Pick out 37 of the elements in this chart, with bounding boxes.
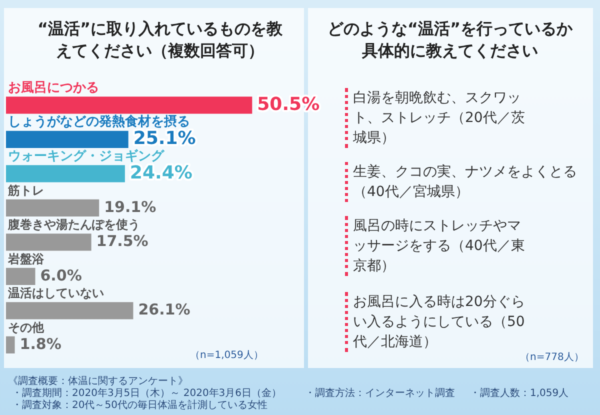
data-label: 24.4% (130, 162, 192, 184)
text: ・調査方法：インターネット調査 (305, 388, 455, 400)
text: 白湯を朝晩飲む、スクワット、ストレッチ（20代／茨城県） (345, 88, 528, 148)
bar (6, 234, 92, 251)
bar (6, 96, 252, 114)
chart-title: “温活”に取り入れているものを教えてください（複数回答可） (36, 18, 284, 62)
text: お風呂に入る時は20分ぐらい入るようにしている（50代／北海道） (345, 292, 528, 352)
y-tick-label: 温活はしていない (7, 286, 104, 300)
data-label: 50.5% (257, 94, 320, 115)
text: 《調査概要：体温に関するアンケート》 (8, 376, 188, 388)
y-tick-label: 岩盤浴 (7, 252, 45, 266)
y-tick-label: 腹巻きや湯たんぽを使う (7, 218, 140, 232)
y-tick-label: 筋トレ (7, 183, 44, 198)
data-label: 26.1% (138, 300, 190, 319)
text: ・調査期間：2020年3月5日（木）～ 2020年3月6日（金） (12, 388, 282, 400)
bar (6, 336, 15, 354)
text: 生姜、クコの実、ナツメをよくとる（40代／宮城県） (345, 162, 588, 202)
data-label: 6.0% (40, 266, 82, 284)
text: ・調査人数：1,059人 (470, 388, 569, 400)
bar (6, 268, 36, 285)
bar (6, 165, 125, 182)
data-label: 25.1% (133, 128, 196, 150)
y-tick-label: お風呂につかる (8, 80, 99, 96)
data-label: 1.8% (20, 334, 62, 353)
y-tick-label: しょうがなどの発熱食材を摂る (8, 114, 190, 130)
text: 風呂の時にストレッチやマッサージをする（40代／東京都） (345, 216, 528, 276)
bar (6, 199, 100, 216)
text: （n=778人） (520, 352, 584, 364)
y-tick-label: ウォーキング・ジョギング (8, 148, 165, 164)
data-label: 19.1% (104, 198, 156, 216)
bar (6, 302, 134, 320)
data-label: 17.5% (96, 232, 148, 250)
text: どのような“温活”を行っているか具体的に教えてください (326, 18, 574, 62)
text: ・調査対象：20代～50代の毎日体温を計測している女性 (12, 400, 268, 412)
annotation: （n=1,059人） (190, 350, 264, 362)
bar (6, 130, 128, 148)
y-tick-label: その他 (8, 320, 45, 334)
